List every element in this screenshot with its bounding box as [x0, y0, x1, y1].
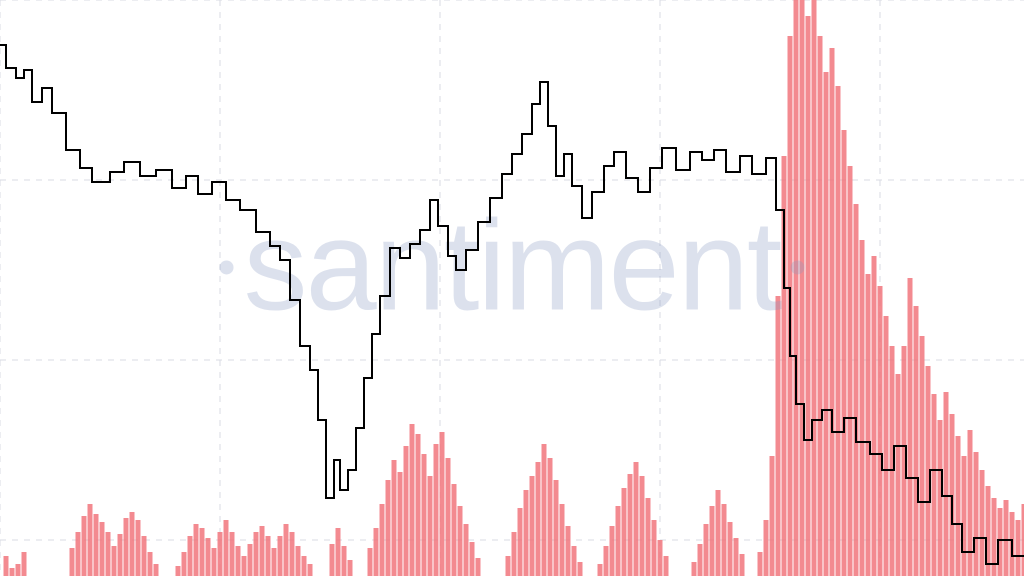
line-layer [0, 45, 1024, 564]
line-svg [0, 0, 1024, 576]
chart-container: santiment [0, 0, 1024, 576]
